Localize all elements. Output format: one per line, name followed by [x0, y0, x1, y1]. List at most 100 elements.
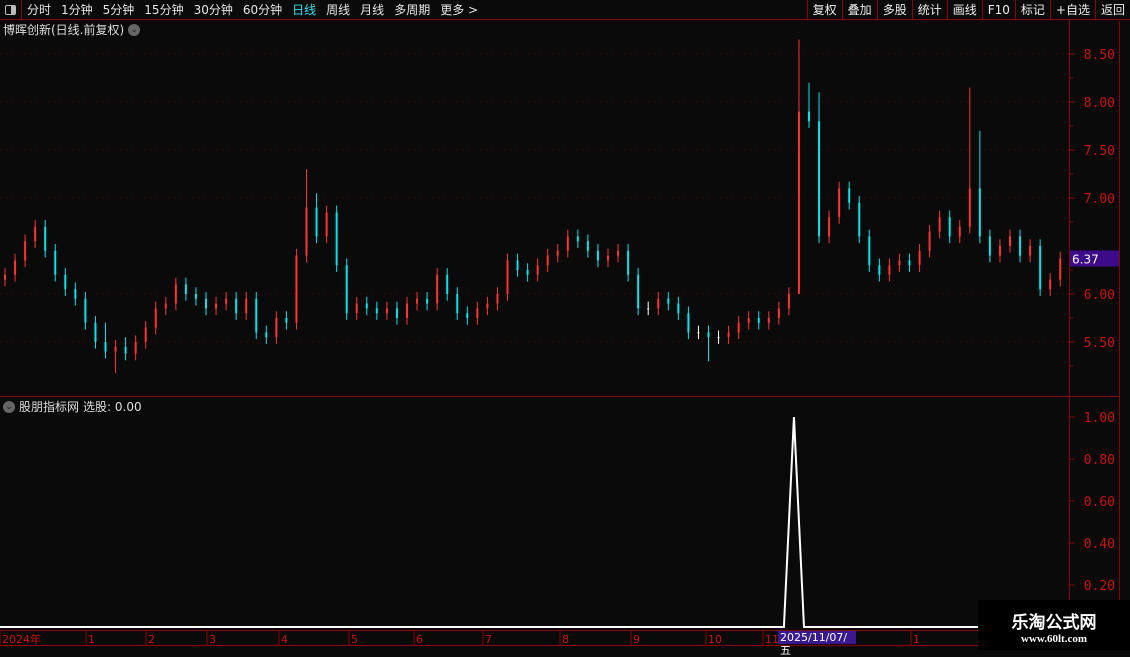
candle-body: [345, 265, 348, 314]
toolbar-button[interactable]: 复权: [806, 0, 842, 20]
indicator-line: [0, 416, 1056, 628]
candle-body: [275, 318, 278, 338]
candle-body: [426, 298, 429, 304]
candle-body: [787, 294, 790, 309]
toolbar-button[interactable]: 标记: [1014, 0, 1050, 20]
candle-body: [385, 308, 388, 314]
candle-body: [767, 318, 770, 323]
period-tab[interactable]: 周线: [326, 3, 351, 17]
candle-body: [1029, 246, 1032, 256]
candle-body: [908, 260, 911, 266]
period-tab[interactable]: 60分钟: [242, 3, 283, 17]
candle-body: [225, 298, 228, 304]
period-tab[interactable]: 月线: [360, 3, 385, 17]
toolbar-button[interactable]: 画线: [946, 0, 982, 20]
candle-body: [727, 332, 730, 338]
candle-body: [114, 346, 117, 352]
current-price-label: 6.37: [1072, 252, 1099, 266]
date-label: 5: [351, 633, 358, 646]
candle-body: [194, 294, 197, 299]
candle-body: [988, 236, 991, 256]
candle-body: [757, 318, 760, 323]
toolbar-button[interactable]: +自选: [1049, 0, 1095, 20]
indicator-tick-label: 0.40: [1084, 537, 1115, 552]
candle-body: [164, 303, 167, 309]
price-tick-label: 7.50: [1084, 144, 1115, 159]
candle-body: [235, 298, 238, 314]
candle-body: [978, 188, 981, 237]
candle-body: [898, 260, 901, 266]
candle-body: [526, 270, 529, 275]
candle-body: [14, 260, 17, 275]
side-panel-strip[interactable]: [1119, 21, 1130, 631]
toolbar-button[interactable]: 统计: [911, 0, 947, 20]
candle-body: [516, 260, 519, 270]
period-tab[interactable]: 5分钟: [102, 3, 135, 17]
candle-body: [968, 188, 971, 227]
date-label: 2: [148, 633, 155, 646]
candle-body: [285, 318, 288, 323]
candle-body: [406, 303, 408, 318]
period-tab[interactable]: 30分钟: [193, 3, 233, 17]
candle-body: [255, 298, 258, 333]
period-tab[interactable]: 日线: [292, 3, 317, 17]
candle-body: [697, 332, 700, 334]
date-label: 2024年: [2, 632, 41, 646]
date-label: 11: [765, 633, 779, 646]
date-label: 1: [88, 633, 95, 646]
candle-body: [546, 255, 549, 266]
candle-body: [476, 308, 479, 318]
candle-body: [828, 217, 831, 237]
period-tab[interactable]: 1分钟: [61, 3, 93, 17]
candle-body: [34, 226, 37, 242]
toolbar-button[interactable]: 返回: [1094, 0, 1130, 20]
candle-body: [888, 265, 891, 275]
candle-body: [717, 337, 720, 339]
period-tab[interactable]: 分时: [27, 3, 52, 17]
candle-body: [687, 313, 690, 333]
candle-body: [657, 298, 660, 309]
candle-body: [797, 111, 800, 294]
candle-body: [416, 298, 419, 304]
indicator-tick-label: 1.00: [1084, 411, 1115, 426]
candle-body: [1019, 236, 1022, 256]
stock-title: 博晖创新(日线.前复权) ⌄: [3, 21, 141, 38]
candle-body: [184, 284, 187, 294]
chevron-down-icon[interactable]: ⌄: [3, 400, 15, 413]
candle-body: [958, 226, 961, 237]
period-tab[interactable]: 15分钟: [144, 3, 184, 17]
candle-body: [446, 274, 449, 294]
toolbar-button[interactable]: 多股: [876, 0, 912, 20]
toolbar-button[interactable]: F10: [981, 0, 1015, 20]
candle-body: [64, 274, 67, 290]
indicator-tick-label: 0.20: [1084, 579, 1115, 594]
candle-body: [596, 250, 599, 261]
period-tab[interactable]: 多周期: [394, 3, 431, 17]
candle-body: [134, 342, 137, 354]
indicator-name: 股朋指标网: [19, 400, 80, 414]
candle-body: [948, 217, 951, 237]
period-tab[interactable]: 更多 >: [440, 3, 479, 17]
candle-body: [1009, 236, 1011, 246]
candle-body: [215, 303, 218, 309]
candle-body: [576, 236, 579, 242]
date-label: 9: [633, 633, 640, 646]
indicator-title: ⌄ 股朋指标网 选股: 0.00: [3, 398, 142, 415]
candle-body: [174, 284, 177, 304]
candle-body: [335, 212, 338, 266]
candle-body: [24, 241, 27, 261]
chevron-down-icon[interactable]: ⌄: [128, 23, 141, 36]
date-label: 7: [485, 633, 492, 646]
candle-body: [1039, 246, 1042, 290]
candle-body: [496, 294, 499, 304]
candle-body: [607, 255, 609, 261]
candle-body: [325, 212, 328, 237]
toolbar-button[interactable]: 叠加: [841, 0, 877, 20]
candle-body: [104, 342, 107, 352]
candle-body: [205, 298, 207, 309]
panel-toggle-button[interactable]: [0, 0, 22, 20]
candle-body: [84, 298, 87, 323]
candle-body: [747, 318, 750, 323]
candle-body: [305, 207, 308, 256]
